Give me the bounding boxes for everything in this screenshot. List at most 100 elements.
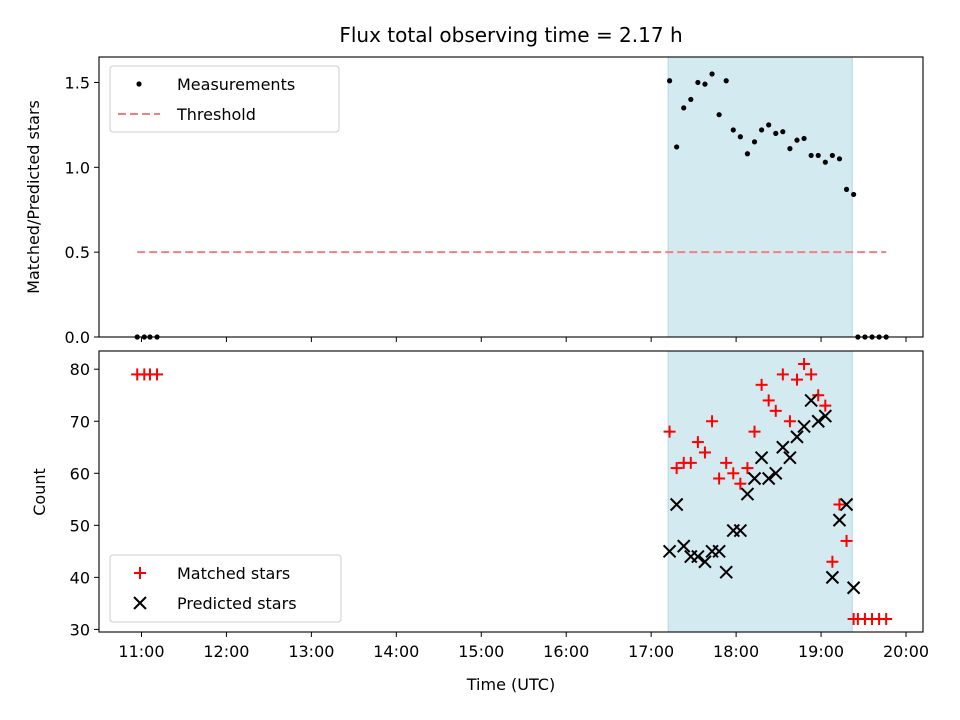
legend-bottom: Matched stars Predicted stars [109, 554, 342, 623]
x-tick-label: 19:00 [798, 642, 844, 661]
matched-star-point [769, 404, 782, 417]
predicted-star-point [691, 549, 705, 564]
measurement-point [773, 130, 779, 136]
matched-star-point [734, 477, 747, 490]
predicted-star-point [754, 450, 769, 465]
x-ticks-top [140, 337, 907, 342]
measurement-point [815, 152, 821, 159]
matched-star-point [812, 389, 825, 402]
matched-star-point [684, 456, 697, 469]
predicted-star-point [804, 393, 818, 408]
chart-title: Flux total observing time = 2.17 h [339, 23, 682, 47]
predicted-star-point [740, 487, 755, 501]
measurement-point [674, 144, 680, 150]
x-tick-label: 14:00 [373, 642, 419, 661]
matched-star-point [663, 425, 676, 438]
measurement-point [766, 122, 772, 128]
shaded-region-top [667, 56, 853, 338]
predicted-star-point [669, 497, 684, 512]
measurement-point [836, 156, 843, 162]
measurement-point [723, 78, 729, 84]
legend-label-measurements: Measurements [177, 75, 295, 94]
predicted-star-point [677, 539, 691, 553]
plot-frame-top [98, 56, 924, 338]
legend-marker-matched [134, 567, 146, 579]
matched-star-point [748, 425, 761, 438]
matched-star-point [790, 373, 803, 386]
predicted-star-point [783, 450, 797, 465]
legend-label-predicted: Predicted stars [177, 594, 297, 613]
shaded-region-bottom [667, 350, 853, 633]
matched-star-point [819, 399, 832, 412]
x-tick-label: 18:00 [713, 642, 759, 661]
ylabel-top: Matched/Predicted stars [24, 100, 43, 294]
matched-star-point [833, 498, 846, 511]
matched-star-point [698, 446, 711, 459]
matched-star-point [691, 436, 704, 449]
legend-marker-predicted [133, 596, 147, 610]
measurement-point [730, 127, 736, 133]
predicted-star-point [662, 544, 677, 559]
predicted-star-point [769, 466, 783, 480]
matched-star-point [151, 368, 164, 381]
measurement-point [709, 71, 715, 77]
matched-star-point [713, 472, 726, 485]
y-tick-label: 40 [70, 568, 90, 587]
predicted-star-point [832, 513, 847, 527]
predicted-star-point [846, 581, 861, 595]
matched-star-point [741, 462, 754, 475]
y-tick-label: 80 [70, 360, 90, 379]
y-tick-label: 1.0 [65, 158, 90, 177]
measurement-point [737, 134, 743, 140]
predicted-star-point [797, 419, 811, 434]
x-axis-bottom: 11:00 12:00 13:00 14:00 15:00 16:00 17:00 18:00… [118, 632, 929, 661]
matched-star-point [670, 462, 683, 475]
x-tick-label: 13:00 [288, 642, 334, 661]
legend-box-bottom [109, 554, 342, 623]
x-tick-label: 17:00 [628, 642, 674, 661]
predicted-star-point [839, 497, 854, 512]
measurement-point [801, 135, 807, 142]
plot-frame-bottom [98, 350, 924, 633]
measurement-point [702, 81, 708, 87]
measurement-point [666, 78, 673, 84]
top-panel: 0.0 0.5 1.0 1.5 Matched/Predicted stars Mea… [24, 56, 924, 347]
predicted-star-point [818, 409, 833, 423]
measurement-point [751, 139, 758, 145]
matched-star-point [727, 467, 740, 480]
measurement-point [808, 152, 814, 159]
predicted-star-point [811, 414, 825, 428]
measurement-point [716, 112, 722, 118]
predicted-star-point [776, 440, 790, 454]
matched-star-point [840, 534, 853, 547]
measurement-point [822, 159, 828, 165]
measurement-point [758, 127, 765, 133]
x-tick-label: 15:00 [458, 642, 504, 661]
predicted-star-point [719, 565, 733, 579]
legend-label-threshold: Threshold [176, 105, 256, 124]
x-tick-label: 11:00 [118, 642, 164, 661]
measurement-point [794, 137, 800, 143]
measurement-point [695, 79, 701, 86]
xlabel-bottom: Time (UTC) [466, 675, 555, 694]
y-tick-label: 0.0 [65, 328, 90, 347]
predicted-star-point [733, 523, 748, 538]
predicted-star-point [761, 471, 776, 486]
matched-star-point [805, 368, 818, 381]
matched-star-point [755, 378, 768, 391]
matched-star-point [783, 415, 796, 428]
measurement-point [744, 151, 751, 157]
x-tick-label: 12:00 [203, 642, 249, 661]
predicted-star-point [712, 544, 726, 559]
measurement-point [851, 191, 857, 198]
matched-star-point [706, 415, 719, 428]
measurement-points [134, 71, 889, 340]
y-tick-label: 30 [70, 620, 90, 639]
x-tick-label: 20:00 [883, 642, 929, 661]
matched-star-point [762, 394, 775, 407]
y-tick-label: 70 [70, 412, 90, 431]
count-points [131, 358, 893, 625]
measurement-point [688, 96, 694, 103]
measurement-point [787, 146, 793, 152]
